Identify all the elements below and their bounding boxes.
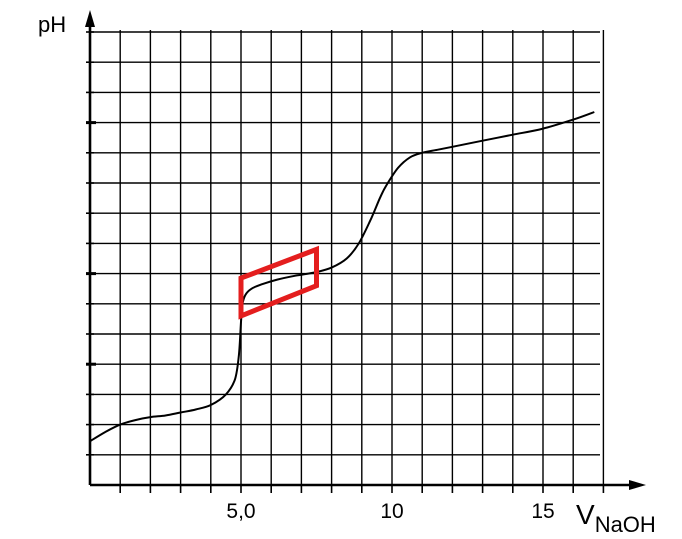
x-axis-label-sub: NaOH bbox=[595, 512, 656, 537]
x-tick-label: 10 bbox=[380, 500, 403, 523]
titration-curve bbox=[89, 111, 595, 443]
grid bbox=[89, 30, 605, 486]
x-axis-label: VNaOH bbox=[576, 499, 656, 537]
axes bbox=[85, 10, 646, 490]
y-axis-arrow bbox=[85, 10, 95, 27]
x-tick-labels: 5,0 10 15 bbox=[226, 500, 554, 523]
axis-ticks bbox=[86, 31, 605, 493]
x-axis-arrow bbox=[629, 480, 646, 490]
x-tick-label: 5,0 bbox=[226, 500, 255, 523]
y-axis-label: pH bbox=[38, 12, 66, 37]
highlight-box bbox=[238, 245, 319, 320]
x-tick-label: 15 bbox=[531, 500, 554, 523]
x-axis-label-main: V bbox=[576, 499, 595, 530]
